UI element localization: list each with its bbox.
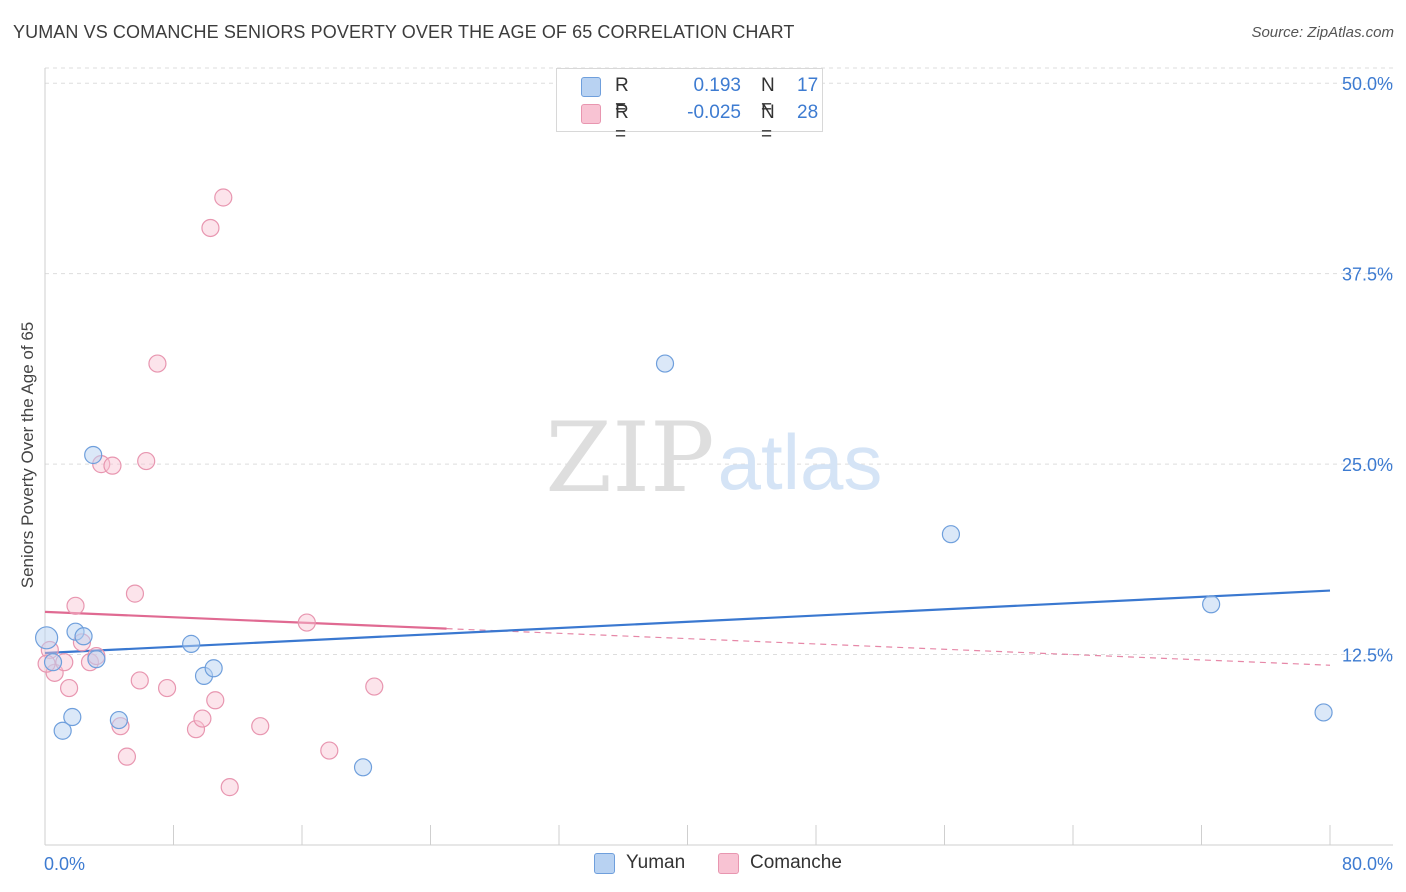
y-tick-label: 37.5% [1342, 265, 1393, 285]
comanche-point [201, 218, 220, 238]
yuman-point [1202, 595, 1221, 614]
comanche-trend-line [44, 610, 447, 630]
watermark-zip: ZIP [545, 402, 714, 514]
y-tick-label: 12.5% [1342, 646, 1393, 666]
comanche-point [186, 720, 206, 739]
yuman-point [74, 627, 93, 646]
n-label: N = [761, 102, 775, 145]
comanche-legend-label: Comanche [750, 852, 842, 873]
y-tick-label: 50.0% [1342, 74, 1393, 94]
yuman-legend-label: Yuman [626, 852, 686, 873]
yuman-point [43, 653, 63, 672]
comanche-point [137, 451, 156, 471]
yuman-legend-swatch [594, 853, 615, 874]
comanche-point [206, 691, 225, 710]
data-points [35, 188, 1333, 797]
chart-title: YUMAN VS COMANCHE SENIORS POVERTY OVER T… [13, 22, 795, 42]
yuman-point [204, 659, 223, 678]
comanche-point [220, 778, 239, 797]
gridlines [45, 67, 1393, 656]
comanche-point [214, 188, 233, 207]
tick-labels: 12.5% 25.0% 37.5% 50.0% 0.0% 80.0% [44, 74, 1393, 874]
r-value: -0.025 [687, 102, 741, 123]
yuman-swatch [581, 77, 601, 97]
yuman-point [655, 354, 675, 373]
comanche-point [297, 613, 316, 632]
stats-legend: R = 0.193 N = 17 R = -0.025 N = 28 [556, 68, 823, 145]
comanche-point [59, 678, 79, 698]
comanche-point [251, 717, 270, 736]
yuman-point [84, 445, 103, 465]
n-label: N = [761, 75, 775, 118]
comanche-point [365, 677, 384, 696]
r-label: R = [615, 102, 629, 145]
yuman-point [1314, 703, 1333, 722]
comanche-legend-swatch [718, 853, 739, 874]
trend-lines [44, 589, 1331, 666]
yuman-point [182, 634, 201, 653]
x-tick-label: 0.0% [44, 854, 85, 874]
watermark-atlas: atlas [718, 418, 883, 506]
yuman-point [53, 721, 72, 740]
source-credit: Source: ZipAtlas.com [1251, 24, 1394, 41]
yuman-point [87, 650, 106, 669]
comanche-point [103, 456, 122, 475]
yuman-point [941, 525, 961, 544]
comanche-point [66, 596, 85, 615]
yuman-point [63, 707, 82, 727]
comanche-trend-extension [446, 628, 1331, 666]
comanche-point [125, 584, 145, 603]
n-value: 28 [797, 102, 819, 123]
comanche-point [117, 747, 137, 766]
comanche-point [130, 671, 149, 690]
yuman-point [353, 758, 373, 777]
watermark: ZIP atlas [545, 402, 882, 514]
yuman-trend-line [44, 589, 1331, 655]
comanche-point [157, 678, 177, 698]
comanche-point [320, 741, 339, 760]
axes [44, 68, 1393, 846]
yuman-point [109, 710, 128, 730]
comanche-swatch [581, 104, 601, 124]
n-value: 17 [797, 75, 819, 96]
comanche-point [193, 709, 212, 728]
x-tick-label: 80.0% [1342, 854, 1393, 874]
comanche-point [148, 354, 167, 373]
r-value: 0.193 [693, 75, 741, 96]
y-tick-label: 25.0% [1342, 455, 1393, 475]
r-label: R = [615, 75, 629, 118]
yuman-point [35, 626, 59, 650]
